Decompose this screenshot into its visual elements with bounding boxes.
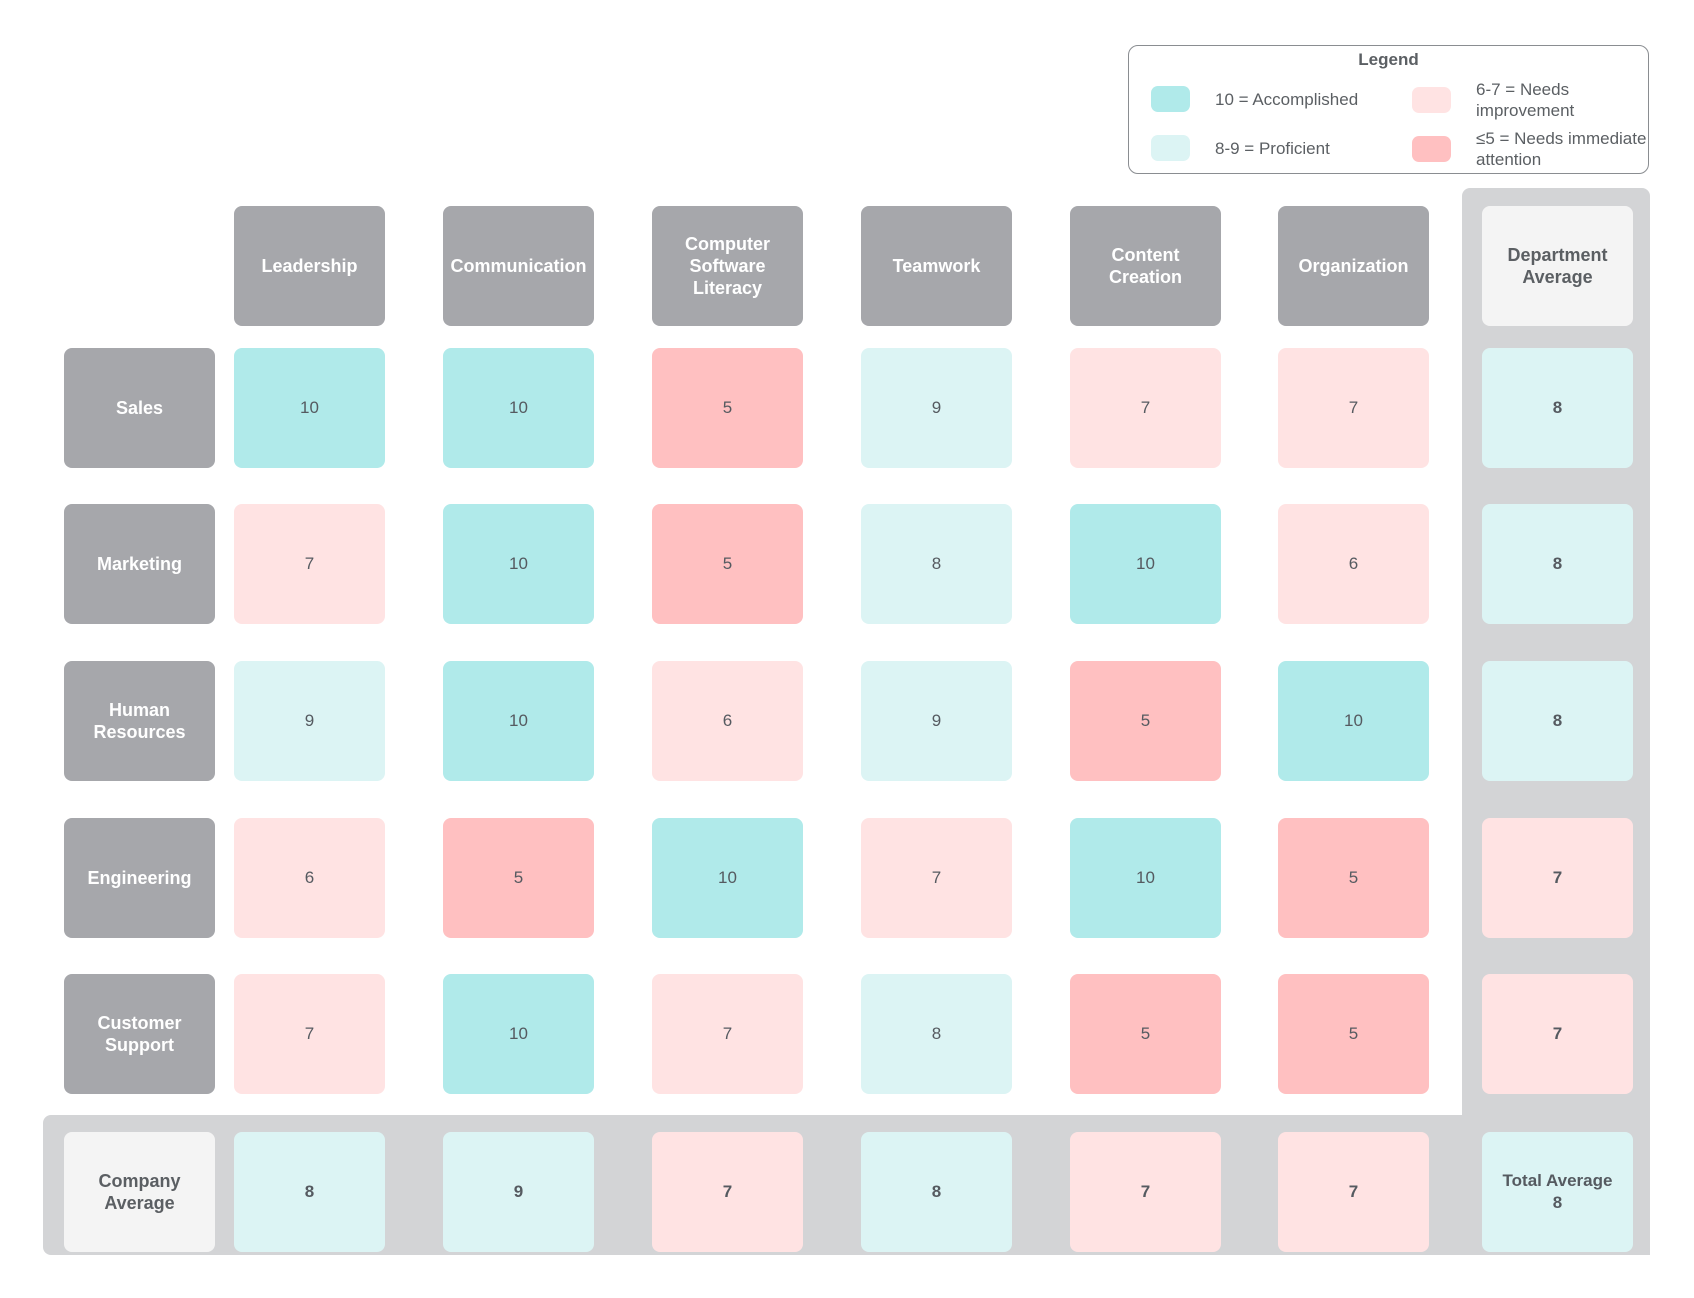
score-cell-engineering-communication: 5 xyxy=(443,818,594,938)
score-cell-sales-computer-software-literacy: 5 xyxy=(652,348,803,468)
column-header-organization: Organization xyxy=(1278,206,1429,326)
row-header-human-resources: Human Resources xyxy=(64,661,215,781)
company-average-organization: 7 xyxy=(1278,1132,1429,1252)
score-cell-customer-support-leadership: 7 xyxy=(234,974,385,1094)
company-average-label: Company Average xyxy=(64,1132,215,1252)
legend-item-needs-improvement: 6-7 = Needs improvement xyxy=(1412,79,1646,121)
legend-item-proficient: 8-9 = Proficient xyxy=(1151,135,1330,161)
legend-label: 10 = Accomplished xyxy=(1215,89,1359,109)
total-average-label: Total Average xyxy=(1502,1171,1613,1190)
department-average-customer-support: 7 xyxy=(1482,974,1633,1094)
row-header-engineering: Engineering xyxy=(64,818,215,938)
score-cell-customer-support-communication: 10 xyxy=(443,974,594,1094)
score-cell-marketing-teamwork: 8 xyxy=(861,504,1012,624)
score-cell-customer-support-teamwork: 8 xyxy=(861,974,1012,1094)
legend-swatch-proficient xyxy=(1151,135,1190,161)
company-average-computer-software-literacy: 7 xyxy=(652,1132,803,1252)
legend-label: 8-9 = Proficient xyxy=(1215,138,1330,158)
score-cell-human-resources-leadership: 9 xyxy=(234,661,385,781)
score-cell-customer-support-content-creation: 5 xyxy=(1070,974,1221,1094)
department-average-header: Department Average xyxy=(1482,206,1633,326)
score-cell-engineering-teamwork: 7 xyxy=(861,818,1012,938)
score-cell-marketing-organization: 6 xyxy=(1278,504,1429,624)
department-average-human-resources: 8 xyxy=(1482,661,1633,781)
column-header-computer-software-literacy: Computer Software Literacy xyxy=(652,206,803,326)
score-cell-sales-organization: 7 xyxy=(1278,348,1429,468)
legend: Legend 10 = Accomplished 8-9 = Proficien… xyxy=(1128,45,1649,174)
score-cell-engineering-computer-software-literacy: 10 xyxy=(652,818,803,938)
row-header-customer-support: Customer Support xyxy=(64,974,215,1094)
score-cell-sales-content-creation: 7 xyxy=(1070,348,1221,468)
legend-item-accomplished: 10 = Accomplished xyxy=(1151,86,1358,112)
score-cell-marketing-content-creation: 10 xyxy=(1070,504,1221,624)
department-average-engineering: 7 xyxy=(1482,818,1633,938)
score-cell-marketing-leadership: 7 xyxy=(234,504,385,624)
column-header-content-creation: Content Creation xyxy=(1070,206,1221,326)
column-header-communication: Communication xyxy=(443,206,594,326)
department-average-sales: 8 xyxy=(1482,348,1633,468)
score-cell-marketing-computer-software-literacy: 5 xyxy=(652,504,803,624)
score-cell-engineering-leadership: 6 xyxy=(234,818,385,938)
company-average-content-creation: 7 xyxy=(1070,1132,1221,1252)
department-average-marketing: 8 xyxy=(1482,504,1633,624)
legend-title: Legend xyxy=(1358,50,1419,69)
legend-label: 6-7 = Needs improvement xyxy=(1476,80,1575,120)
score-cell-human-resources-teamwork: 9 xyxy=(861,661,1012,781)
score-cell-human-resources-content-creation: 5 xyxy=(1070,661,1221,781)
score-cell-sales-leadership: 10 xyxy=(234,348,385,468)
row-header-sales: Sales xyxy=(64,348,215,468)
score-cell-sales-teamwork: 9 xyxy=(861,348,1012,468)
score-cell-customer-support-organization: 5 xyxy=(1278,974,1429,1094)
column-header-leadership: Leadership xyxy=(234,206,385,326)
total-average: Total Average 8 xyxy=(1482,1132,1633,1252)
legend-swatch-accomplished xyxy=(1151,86,1190,112)
total-average-value: 8 xyxy=(1552,1193,1563,1212)
score-cell-customer-support-computer-software-literacy: 7 xyxy=(652,974,803,1094)
score-cell-engineering-organization: 5 xyxy=(1278,818,1429,938)
company-average-communication: 9 xyxy=(443,1132,594,1252)
company-average-leadership: 8 xyxy=(234,1132,385,1252)
legend-swatch-needs-attention xyxy=(1412,136,1451,162)
score-cell-human-resources-organization: 10 xyxy=(1278,661,1429,781)
score-cell-engineering-content-creation: 10 xyxy=(1070,818,1221,938)
score-cell-human-resources-computer-software-literacy: 6 xyxy=(652,661,803,781)
legend-label: ≤5 = Needs immediate attention xyxy=(1476,129,1647,169)
column-header-teamwork: Teamwork xyxy=(861,206,1012,326)
legend-item-needs-attention: ≤5 = Needs immediate attention xyxy=(1412,128,1661,170)
score-cell-marketing-communication: 10 xyxy=(443,504,594,624)
legend-swatch-needs-improvement xyxy=(1412,87,1451,113)
score-cell-sales-communication: 10 xyxy=(443,348,594,468)
row-header-marketing: Marketing xyxy=(64,504,215,624)
score-cell-human-resources-communication: 10 xyxy=(443,661,594,781)
company-average-teamwork: 8 xyxy=(861,1132,1012,1252)
